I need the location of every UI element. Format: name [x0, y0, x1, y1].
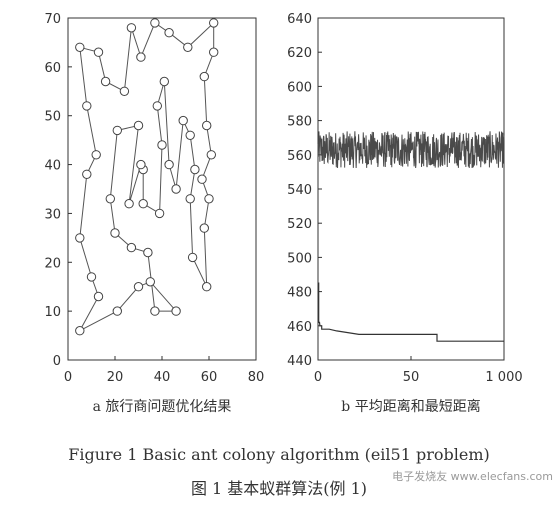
tsp-route-line [78, 21, 215, 332]
distance-y-tick-label: 440 [287, 354, 312, 369]
distance-y-tick-label: 600 [287, 80, 312, 95]
distance-y-tick-label: 480 [287, 286, 312, 301]
tsp-city-point [82, 101, 92, 111]
shortest-distance-series [318, 282, 504, 342]
tsp-city-point [110, 228, 120, 238]
tsp-city-point [100, 76, 111, 87]
watermark-text: 电子发烧友 www.elecfans.com [392, 469, 553, 483]
tsp-city-point [143, 247, 153, 258]
tsp-city-point [138, 199, 148, 209]
tsp-x-tick-label: 40 [154, 370, 171, 385]
tsp-city-point [187, 252, 198, 263]
tsp-y-tick-label: 30 [44, 207, 61, 222]
tsp-city-point [112, 125, 123, 136]
tsp-axis-ticks: 0 20 40 60 80 0 10 20 30 40 50 60 70 [44, 12, 264, 385]
tsp-city-point [164, 28, 174, 38]
distance-x-tick-label: 0 [314, 370, 322, 385]
tsp-subcaption: a 旅行商问题优化结果 [93, 399, 232, 415]
tsp-city-point [152, 101, 163, 111]
tsp-y-tick-label: 60 [44, 61, 61, 76]
tsp-city-point [171, 306, 181, 316]
tsp-city-point [199, 223, 210, 233]
tsp-y-tick-label: 10 [44, 305, 61, 320]
distance-y-tick-label: 460 [287, 320, 312, 335]
tsp-city-point [119, 86, 130, 97]
distance-axis-ticks: 0 50 1 000 440 460 480 500 520 540 560 580 600 620 64… [287, 12, 522, 385]
tsp-city-point [126, 23, 137, 33]
tsp-city-point [157, 140, 167, 150]
tsp-city-point [183, 42, 193, 52]
tsp-city-point [105, 194, 116, 204]
tsp-city-point [185, 194, 195, 204]
tsp-x-tick-label: 20 [107, 370, 124, 385]
tsp-city-point [164, 159, 174, 170]
distance-y-tick-label: 560 [287, 149, 312, 164]
distance-y-tick-label: 620 [287, 46, 312, 61]
distance-y-tick-label: 540 [287, 183, 312, 198]
tsp-city-point [112, 306, 123, 316]
tsp-city-point [86, 272, 97, 282]
tsp-city-point [91, 150, 101, 160]
tsp-city-point [136, 159, 146, 170]
tsp-city-point [202, 282, 212, 292]
tsp-city-point [75, 42, 85, 52]
tsp-city-point [150, 306, 160, 316]
tsp-city-point [209, 47, 219, 57]
tsp-city-point [93, 291, 104, 302]
tsp-city-point [206, 150, 217, 160]
tsp-city-point [202, 120, 212, 131]
tsp-city-point [93, 47, 104, 57]
tsp-city-point [199, 71, 210, 82]
tsp-city-point [178, 115, 188, 126]
tsp-route-chart: 0 20 40 60 80 0 10 20 30 40 50 60 70 a 旅行商问题优化结果 [44, 12, 264, 415]
tsp-city-point [75, 326, 85, 336]
tsp-city-point [133, 120, 144, 131]
tsp-city-point [124, 199, 134, 209]
tsp-city-point [136, 52, 146, 62]
average-distance-series [317, 131, 505, 169]
tsp-x-tick-label: 0 [64, 370, 72, 385]
tsp-city-point [159, 76, 170, 87]
tsp-city-point [185, 130, 195, 141]
tsp-y-tick-label: 20 [44, 256, 61, 271]
distance-y-tick-label: 640 [287, 12, 312, 27]
tsp-y-tick-label: 70 [44, 12, 61, 27]
tsp-city-point [150, 18, 160, 28]
tsp-y-tick-label: 40 [44, 159, 61, 174]
tsp-city-point [190, 164, 200, 175]
tsp-city-point [204, 194, 214, 204]
tsp-city-point [82, 169, 92, 180]
tsp-city-point [171, 184, 181, 194]
tsp-city-point [133, 282, 144, 292]
tsp-city-point [197, 174, 207, 184]
caption-english: Figure 1 Basic ant colony algorithm (eil… [68, 445, 489, 464]
tsp-x-tick-label: 60 [201, 370, 218, 385]
tsp-city-point [75, 233, 85, 243]
tsp-y-tick-label: 0 [53, 354, 61, 369]
tsp-city-point [126, 242, 137, 253]
tsp-city-point [145, 277, 156, 287]
tsp-y-tick-label: 50 [44, 110, 61, 125]
distance-chart: 0 50 1 000 440 460 480 500 520 540 560 580 600 620 64… [287, 12, 522, 415]
tsp-city-points [75, 18, 219, 336]
distance-x-tick-label: 50 [403, 370, 420, 385]
caption-chinese: 图 1 基本蚁群算法(例 1) [191, 479, 367, 498]
tsp-x-tick-label: 80 [248, 370, 265, 385]
tsp-city-point [209, 18, 219, 28]
distance-y-tick-label: 580 [287, 115, 312, 130]
distance-y-tick-label: 520 [287, 217, 312, 232]
tsp-city-point [154, 208, 165, 219]
distance-plot-frame [317, 17, 505, 361]
distance-y-tick-label: 500 [287, 251, 312, 266]
distance-subcaption: b 平均距离和最短距离 [341, 398, 480, 415]
tsp-plot-frame [67, 17, 257, 361]
distance-x-tick-label: 1 000 [485, 370, 522, 385]
